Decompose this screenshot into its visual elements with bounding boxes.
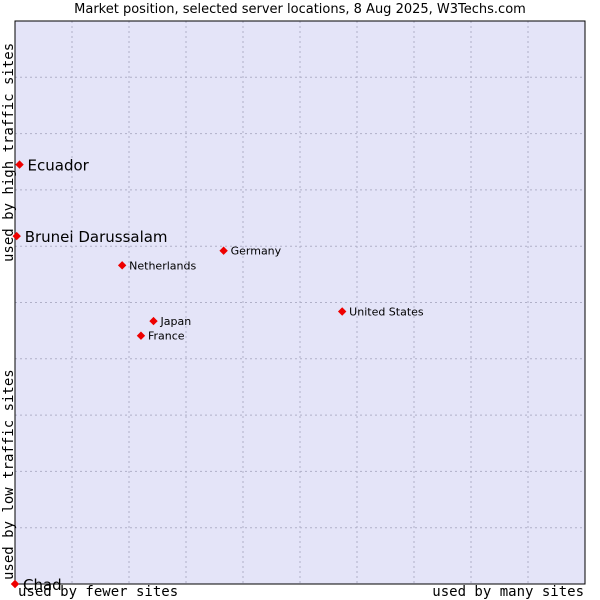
y-axis-high-label: used by high traffic sites: [1, 42, 17, 262]
data-point-label: France: [148, 330, 185, 343]
data-point-marker: [136, 331, 146, 340]
data-point-marker: [117, 261, 127, 270]
data-point-label: United States: [349, 306, 424, 319]
data-point-marker: [10, 579, 20, 589]
grid-lines: [15, 21, 585, 584]
data-point-label: Brunei Darussalam: [25, 228, 168, 246]
data-point-marker: [337, 307, 347, 316]
x-axis-high-label: used by many sites: [432, 584, 584, 600]
plot-border: [14, 20, 586, 585]
data-point-label: Ecuador: [28, 157, 90, 175]
x-axis-low-label: used by fewer sites: [18, 584, 179, 600]
data-point-marker: [149, 316, 158, 326]
data-point-label: Netherlands: [129, 259, 196, 272]
data-point-marker: [219, 246, 228, 255]
data-point-label: Chad: [23, 576, 62, 594]
data-point-marker: [15, 160, 24, 169]
data-point-label: Germany: [231, 245, 282, 258]
y-axis-low-label: used by low traffic sites: [1, 369, 17, 580]
data-point-marker: [12, 231, 21, 241]
data-point-label: Japan: [160, 315, 192, 328]
chart-title: Market position, selected server locatio…: [74, 2, 526, 17]
data-points: Ecuador Brunei Darussalam Germany Netherlan…: [10, 157, 424, 594]
